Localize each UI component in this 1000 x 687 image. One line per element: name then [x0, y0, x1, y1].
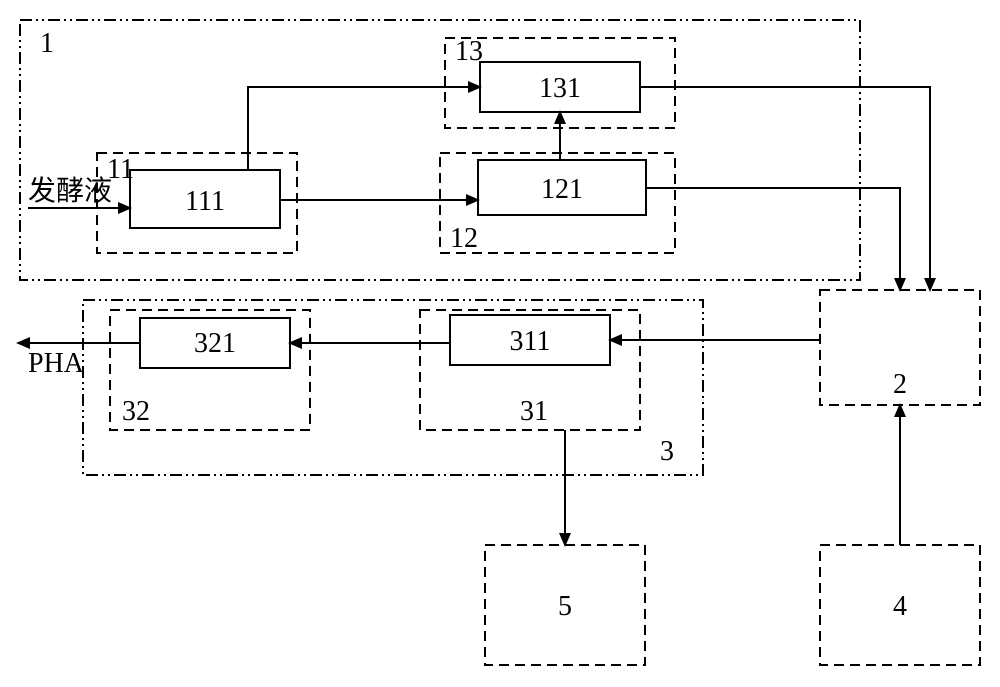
label-n4: 4 [893, 591, 907, 622]
arrow-121-right [646, 188, 900, 290]
label-n13: 13 [455, 36, 483, 67]
label-n32: 32 [122, 396, 150, 427]
label-n11: 11 [107, 154, 134, 185]
label-n111: 111 [185, 186, 225, 217]
label-n121: 121 [541, 174, 583, 205]
label-n3: 3 [660, 436, 674, 467]
label-n5: 5 [558, 591, 572, 622]
label-n131: 131 [539, 73, 581, 104]
label-n311: 311 [510, 326, 551, 357]
label-input: 发酵液 [28, 175, 112, 207]
label-n2: 2 [893, 369, 907, 400]
label-n12: 12 [450, 223, 478, 254]
label-n321: 321 [194, 328, 236, 359]
label-n31: 31 [520, 396, 548, 427]
label-output: PHA [28, 348, 85, 379]
label-n1: 1 [40, 28, 54, 59]
